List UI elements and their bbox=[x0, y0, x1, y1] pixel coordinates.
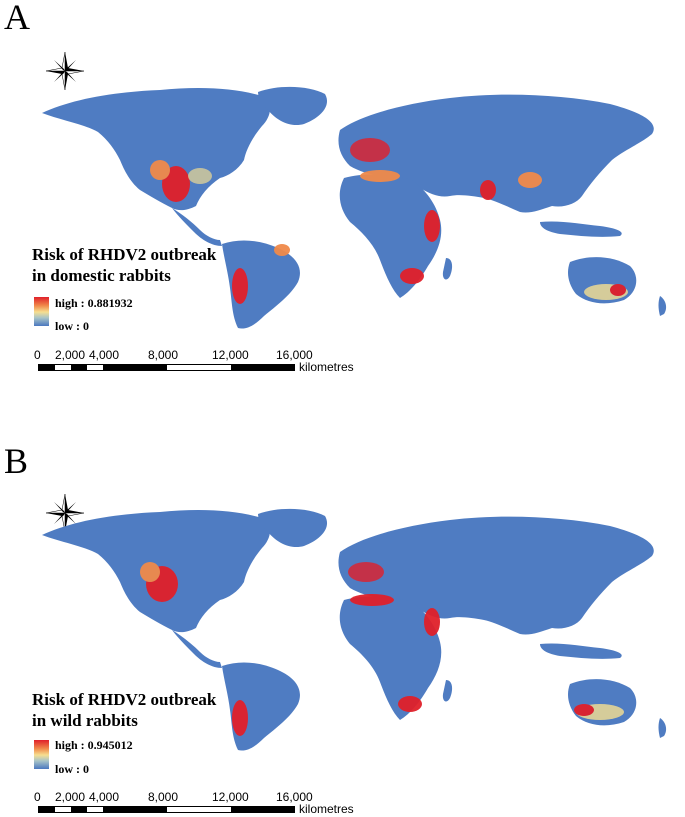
scale-tick-label: 8,000 bbox=[148, 790, 179, 804]
scale-tick-label: 12,000 bbox=[212, 790, 249, 804]
map-panel-domestic: A bbox=[0, 0, 685, 408]
landmass-madagascar bbox=[442, 258, 453, 280]
landmass-indonesia bbox=[540, 221, 622, 237]
landmass-eurasia bbox=[338, 94, 654, 213]
scale-tick-label: 16,000 bbox=[276, 790, 313, 804]
legend-title-line1: Risk of RHDV2 outbreak bbox=[32, 245, 217, 264]
scale-tick-label: 12,000 bbox=[212, 348, 249, 362]
scale-tick-label: 16,000 bbox=[276, 348, 313, 362]
landmass-new-zealand bbox=[658, 718, 667, 738]
landmass-south-america bbox=[222, 662, 300, 751]
compass-rose-icon bbox=[45, 493, 85, 533]
landmass-indonesia bbox=[540, 643, 622, 659]
landmass-greenland bbox=[258, 508, 328, 548]
legend-title-line1: Risk of RHDV2 outbreak bbox=[32, 690, 217, 709]
scale-tick-label: 4,000 bbox=[89, 790, 120, 804]
legend-low-label: low : 0 bbox=[55, 762, 89, 776]
scale-tick-label: 0 bbox=[34, 790, 41, 804]
legend-color-ramp bbox=[34, 740, 49, 769]
scale-tick-label: 0 bbox=[34, 348, 41, 362]
compass-rose-icon bbox=[45, 51, 85, 91]
world-risk-map bbox=[42, 86, 667, 329]
panel-letter: B bbox=[4, 441, 29, 481]
scale-bar-unit: kilometres bbox=[299, 360, 354, 374]
landmass-central-america bbox=[172, 208, 222, 246]
legend-title: Risk of RHDV2 outbreak in wild rabbits bbox=[32, 689, 216, 731]
scale-bar-ticks: 0 2,000 4,000 8,000 12,000 16,000 bbox=[34, 790, 338, 804]
scale-bar-unit: kilometres bbox=[299, 802, 354, 816]
scale-bar-graphic bbox=[38, 364, 295, 371]
legend-low-label: low : 0 bbox=[55, 319, 89, 333]
risk-hotspots bbox=[140, 562, 624, 736]
world-risk-map bbox=[42, 508, 667, 751]
legend-high-label: high : 0.881932 bbox=[55, 296, 133, 310]
landmass-madagascar bbox=[442, 680, 453, 702]
landmass-greenland bbox=[258, 86, 328, 126]
legend-high-label: high : 0.945012 bbox=[55, 738, 133, 752]
landmass-new-zealand bbox=[658, 296, 667, 316]
legend-title-line2: in wild rabbits bbox=[32, 711, 138, 730]
landmass-south-america bbox=[222, 240, 300, 329]
legend-title: Risk of RHDV2 outbreak in domestic rabbi… bbox=[32, 244, 216, 286]
landmass-africa bbox=[339, 174, 442, 298]
map-panel-wild: B bbox=[0, 441, 685, 817]
legend-color-ramp bbox=[34, 297, 49, 326]
panel-letter: A bbox=[4, 0, 30, 37]
landmass-central-america bbox=[172, 630, 222, 668]
risk-hotspots bbox=[150, 138, 628, 304]
scale-tick-label: 2,000 bbox=[55, 790, 86, 804]
landmass-eurasia bbox=[338, 516, 654, 635]
landmass-africa bbox=[339, 596, 442, 720]
legend-title-line2: in domestic rabbits bbox=[32, 266, 171, 285]
scale-tick-label: 8,000 bbox=[148, 348, 179, 362]
scale-bar-ticks: 0 2,000 4,000 8,000 12,000 16,000 bbox=[34, 348, 338, 362]
landmass-north-america bbox=[42, 88, 270, 211]
scale-tick-label: 4,000 bbox=[89, 348, 120, 362]
scale-tick-label: 2,000 bbox=[55, 348, 86, 362]
scale-bar-graphic bbox=[38, 806, 295, 813]
